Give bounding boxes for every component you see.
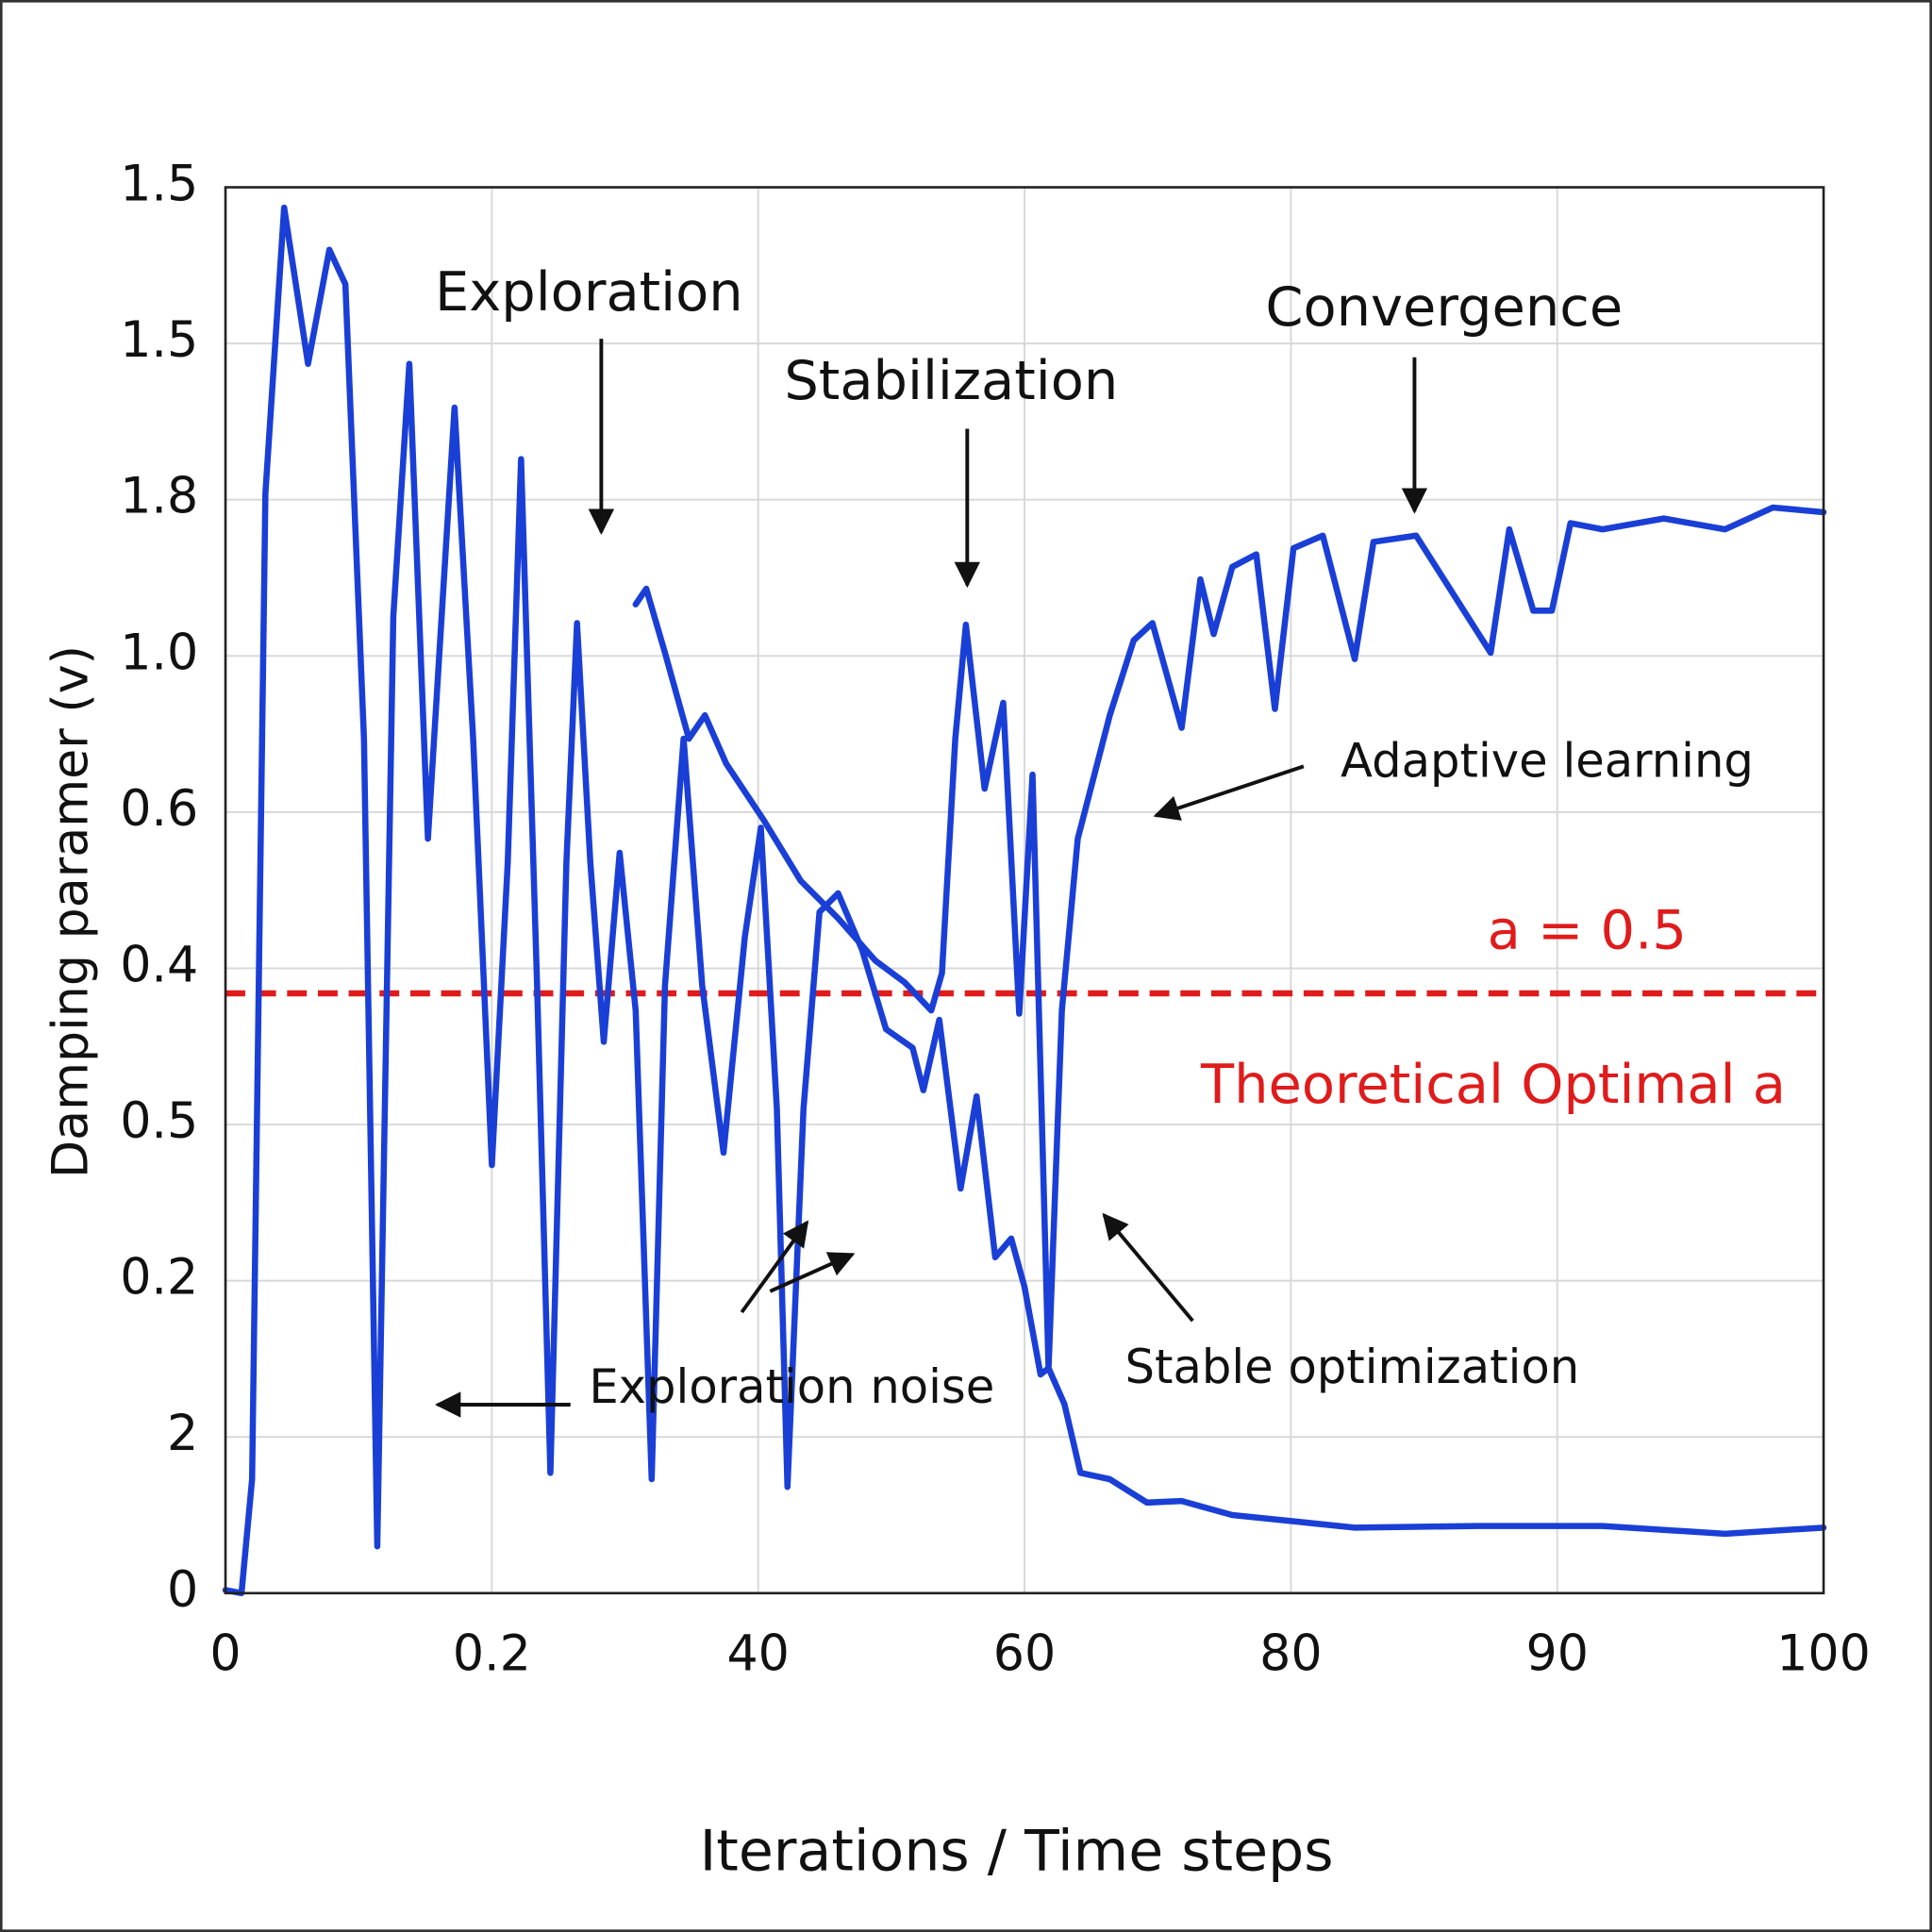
x-tick-label: 60 [993,1626,1056,1683]
y-tick-label: 0.6 [120,781,198,838]
y-tick-label: 0.4 [120,937,198,993]
annotation: Stabilization [784,349,1118,412]
x-tick-label: 100 [1776,1626,1871,1683]
annotation: Exploration [435,260,743,324]
y-tick-label: 1.0 [120,625,198,681]
x-tick-label: 40 [726,1626,789,1683]
y-tick-label: 1.5 [120,312,198,369]
annotation: Convergence [1265,275,1623,339]
y-tick-label: 0.2 [120,1250,198,1307]
y-axis-label: Damping paramer (v) [42,645,99,1178]
x-tick-label: 0 [209,1626,241,1683]
annotation: Adaptive learning [1341,733,1754,788]
x-tick-label: 80 [1259,1626,1322,1683]
reference-sublabel: Theoretical Optimal a [1200,1053,1786,1116]
lines [222,204,1827,1597]
series-line [632,504,1827,1372]
y-tick-label: 0 [167,1562,198,1619]
y-tick-label: 2 [167,1406,198,1462]
y-tick-label: 1.8 [120,469,198,525]
reference-label: a = 0.5 [1488,899,1687,962]
x-axis-label: Iterations / Time steps [700,1818,1334,1884]
x-tick-label: 90 [1525,1626,1588,1683]
annotation: Stable optimization [1124,1340,1579,1394]
arrow [1102,1212,1194,1323]
arrow [740,1220,809,1314]
arrow [769,1252,856,1293]
arrows [434,339,1428,1418]
series-line [222,204,1827,1597]
y-tick-label: 0.5 [120,1093,198,1150]
annotation: Exploration noise [589,1359,994,1414]
arrow [1153,764,1305,821]
x-tick-label: 0.2 [453,1626,531,1683]
plot-frame [224,186,1825,1595]
y-tick-label: 1.5 [120,157,198,213]
